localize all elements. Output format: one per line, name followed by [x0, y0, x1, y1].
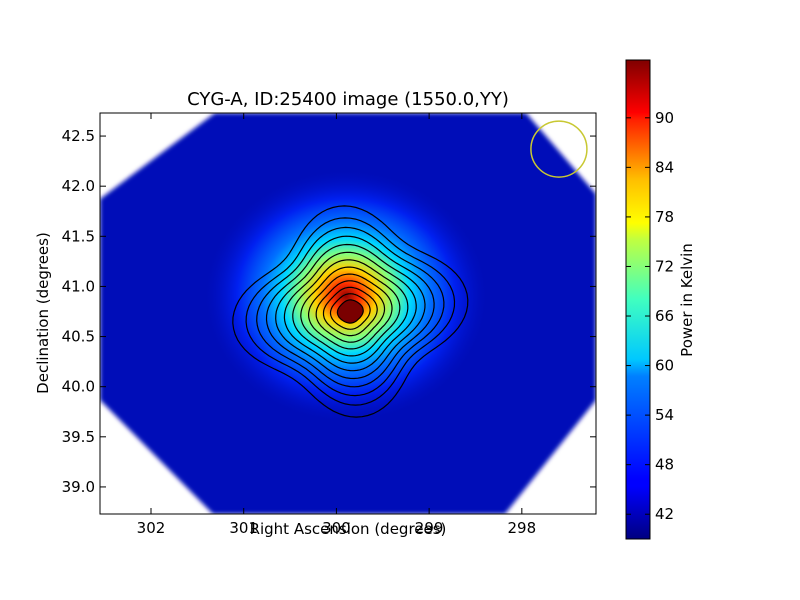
contour-line [265, 235, 435, 388]
contour-line [245, 217, 456, 406]
colorbar-tick-label: 72 [655, 257, 674, 275]
x-axis-ticks: 302 301 300 299 298 [137, 113, 536, 537]
colorbar [625, 59, 651, 540]
beam-circle [530, 120, 588, 178]
x-tick-label: 302 [137, 519, 166, 537]
y-tick-label: 41.5 [62, 227, 95, 245]
contour-line [292, 259, 409, 364]
x-tick-label: 298 [508, 519, 537, 537]
y-tick-label: 42.5 [62, 127, 95, 145]
y-axis-ticks: 39.0 39.5 40.0 40.5 41.0 41.5 42.0 42.5 [62, 127, 596, 496]
colorbar-label: Power in Kelvin [678, 243, 696, 357]
x-tick-label: 299 [415, 519, 444, 537]
contour-line [300, 266, 401, 357]
y-tick-label: 40.0 [62, 378, 95, 396]
emission-glow [206, 171, 486, 421]
contour-line [283, 251, 417, 372]
colorbar-ticks: 42 48 54 60 66 72 78 84 90 [626, 109, 674, 523]
contour-line [322, 286, 378, 337]
contour-line [336, 299, 364, 324]
contour-line [275, 243, 426, 380]
y-tick-label: 40.5 [62, 328, 95, 346]
contour-line [256, 226, 445, 397]
y-tick-label: 39.5 [62, 428, 95, 446]
chart-title: CYG-A, ID:25400 image (1550.0,YY) [187, 89, 509, 110]
y-tick-label: 39.0 [62, 478, 95, 496]
contour-line [308, 273, 393, 350]
colorbar-tick-label: 90 [655, 109, 674, 127]
x-tick-label: 300 [322, 519, 351, 537]
colorbar-tick-label: 84 [655, 158, 674, 176]
y-tick-label: 41.0 [62, 277, 95, 295]
y-axis-label: Declination (degrees) [34, 232, 52, 394]
colorbar-tick-label: 60 [655, 357, 674, 375]
image-plot [100, 113, 596, 514]
x-axis-label: Right Ascension (degrees) [250, 520, 447, 538]
plot-frame [99, 112, 597, 515]
contour-line [232, 205, 469, 418]
colorbar-tick-label: 42 [655, 505, 674, 523]
colorbar-tick-label: 54 [655, 406, 674, 424]
colorbar-tick-label: 48 [655, 456, 674, 474]
colorbar-tick-label: 78 [655, 208, 674, 226]
y-tick-label: 42.0 [62, 177, 95, 195]
colorbar-tick-label: 66 [655, 307, 674, 325]
contour-lines [232, 205, 469, 418]
x-tick-label: 301 [229, 519, 258, 537]
contour-line [315, 280, 386, 343]
contour-line [329, 293, 371, 330]
